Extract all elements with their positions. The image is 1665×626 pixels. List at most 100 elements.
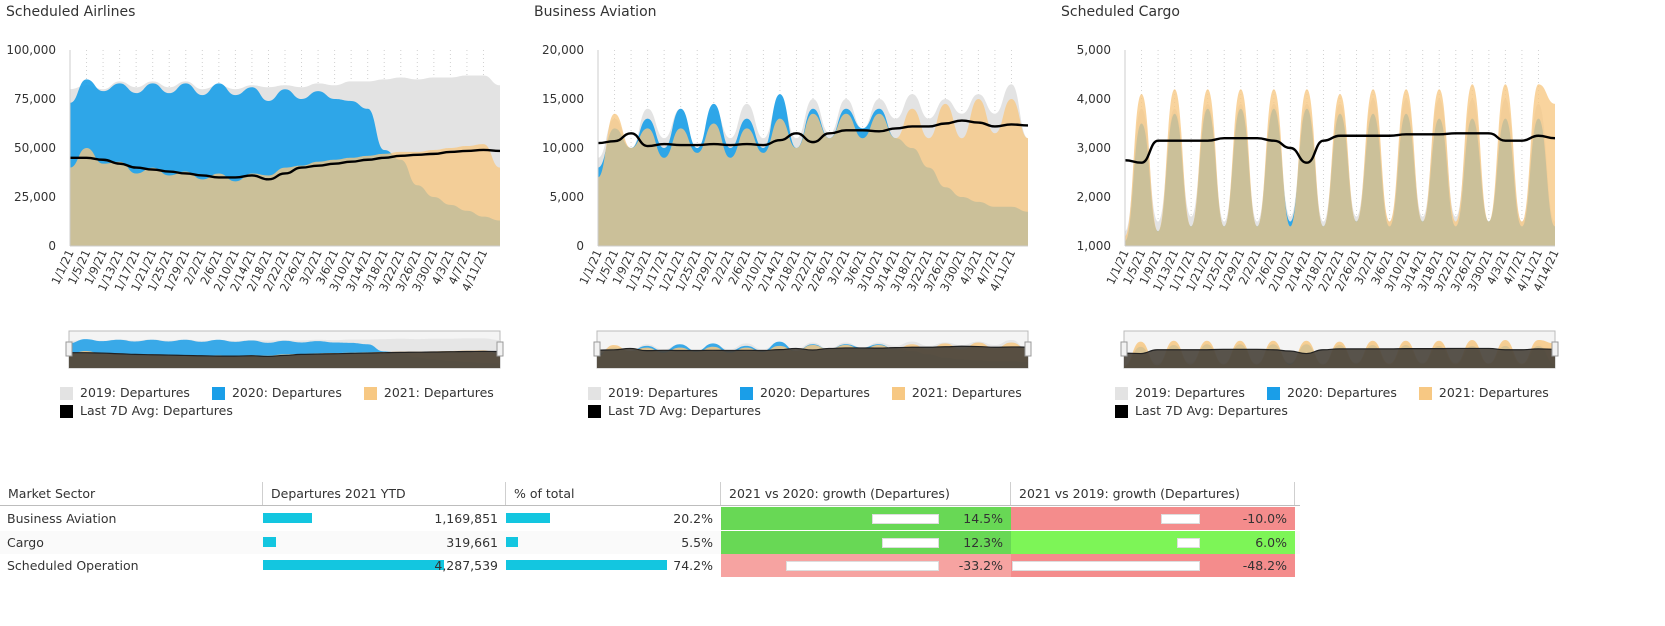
legend-label: 2021: Departures	[383, 385, 494, 400]
cell-pct-total: 20.2%	[506, 507, 721, 530]
y-tick-label: 5,000	[1077, 43, 1111, 57]
y-tick-label: 50,000	[14, 141, 56, 155]
navigator-handle-right[interactable]	[1551, 341, 1559, 357]
y-tick-label: 0	[576, 239, 584, 253]
growth-bar	[872, 514, 939, 524]
y-tick-label: 100,000	[6, 43, 56, 57]
legend-swatch-2020	[211, 386, 225, 400]
panel-business-aviation: Business Aviation 0 5,000 10,000 15,000 20,0…	[528, 0, 1058, 440]
navigator-handle-right[interactable]	[496, 341, 504, 357]
navigator-avg-area	[1124, 348, 1555, 368]
line-last-7d-avg	[70, 148, 501, 181]
legend-item-avg[interactable]: Last 7D Avg: Departures	[1115, 402, 1288, 420]
growth-value: -33.2%	[958, 558, 1003, 573]
legend-swatch-2021	[1418, 386, 1432, 400]
navigator-handle-left[interactable]	[65, 341, 73, 357]
y-tick-label: 1,000	[1077, 239, 1111, 253]
y-tick-label: 4,000	[1077, 92, 1111, 106]
legend-swatch-2020	[739, 386, 753, 400]
pct-value: 5.5%	[681, 534, 713, 550]
legend-label: 2020: Departures	[231, 385, 342, 400]
pct-value: 74.2%	[673, 558, 713, 573]
growth-value: 12.3%	[963, 534, 1003, 550]
legend-item-2019[interactable]: 2019: Departures	[1115, 384, 1245, 402]
cell-departures: 4,287,539	[263, 554, 506, 577]
table-row: Cargo 319,661 5.5% 12.3% 6.0%	[0, 530, 1300, 554]
legend-swatch-avg	[588, 404, 601, 418]
cell-departures: 1,169,851	[263, 507, 506, 530]
legend-label: 2021: Departures	[911, 385, 1022, 400]
cell-market-sector: Scheduled Operation	[7, 558, 139, 573]
departures-bar	[263, 560, 444, 570]
area-2021	[598, 99, 1028, 246]
legend-swatch-2020	[1266, 386, 1280, 400]
y-tick-label: 5,000	[550, 190, 584, 204]
growth-bar	[1176, 537, 1200, 548]
legend-label: Last 7D Avg: Departures	[1135, 403, 1288, 418]
header-growth-2019[interactable]: 2021 vs 2019: growth (Departures)	[1011, 482, 1295, 505]
cell-growth-2020: 12.3%	[721, 530, 1011, 554]
legend-label: 2020: Departures	[1286, 385, 1397, 400]
chart-title: Scheduled Airlines	[6, 4, 136, 20]
area-2021	[70, 144, 500, 246]
pct-bar	[506, 536, 518, 547]
y-tick-label: 3,000	[1077, 141, 1111, 155]
y-tick-label: 15,000	[542, 92, 584, 106]
legend-label: 2019: Departures	[1135, 385, 1245, 400]
growth-bar	[882, 537, 939, 548]
legend-item-2021[interactable]: 2021: Departures	[1418, 384, 1549, 402]
growth-bar	[786, 561, 939, 571]
growth-value: -48.2%	[1242, 558, 1287, 573]
y-tick-label: 0	[48, 239, 56, 253]
cell-market-sector: Cargo	[7, 534, 44, 550]
growth-value: 6.0%	[1255, 534, 1287, 550]
legend-item-2020[interactable]: 2020: Departures	[211, 384, 342, 402]
pct-bar	[506, 560, 667, 570]
legend-swatch-2019	[588, 386, 601, 400]
cell-growth-2019: 6.0%	[1011, 530, 1295, 554]
legend: 2019: Departures 2020: Departures 2021: …	[60, 384, 494, 420]
legend-item-2019[interactable]: 2019: Departures	[60, 384, 190, 402]
navigator-handle-left[interactable]	[1120, 341, 1128, 357]
legend-item-avg[interactable]: Last 7D Avg: Departures	[588, 402, 761, 420]
growth-value: -10.0%	[1242, 511, 1287, 526]
departures-bar	[263, 513, 313, 523]
legend-label: 2019: Departures	[608, 385, 718, 400]
legend-swatch-2019	[60, 386, 73, 400]
legend-label: 2021: Departures	[1438, 385, 1549, 400]
navigator-handle-left[interactable]	[593, 341, 601, 357]
legend-swatch-avg	[60, 404, 73, 418]
navigator-handle-right[interactable]	[1024, 341, 1032, 357]
legend-item-2020[interactable]: 2020: Departures	[1266, 384, 1397, 402]
navigator-avg-line	[69, 350, 501, 358]
legend-item-avg[interactable]: Last 7D Avg: Departures	[60, 402, 233, 420]
header-pct-total[interactable]: % of total	[506, 482, 721, 505]
table-header-row: Market Sector Departures 2021 YTD % of t…	[0, 482, 1300, 506]
legend-label: Last 7D Avg: Departures	[80, 403, 233, 418]
y-tick-label: 75,000	[14, 92, 56, 106]
header-growth-2020[interactable]: 2021 vs 2020: growth (Departures)	[721, 482, 1011, 505]
legend-item-2021[interactable]: 2021: Departures	[891, 384, 1022, 402]
legend: 2019: Departures 2020: Departures 2021: …	[588, 384, 1022, 420]
departures-value: 4,287,539	[434, 558, 498, 573]
legend-item-2021[interactable]: 2021: Departures	[363, 384, 494, 402]
cell-departures: 319,661	[263, 531, 506, 554]
legend-swatch-2021	[891, 386, 905, 400]
departures-value: 1,169,851	[434, 511, 498, 526]
legend-item-2020[interactable]: 2020: Departures	[739, 384, 870, 402]
chart-title: Scheduled Cargo	[1061, 4, 1180, 20]
legend-swatch-2019	[1115, 386, 1128, 400]
growth-value: 14.5%	[963, 511, 1003, 526]
legend-label: 2019: Departures	[80, 385, 190, 400]
line-last-7d-avg	[597, 119, 1029, 148]
legend-item-2019[interactable]: 2019: Departures	[588, 384, 718, 402]
header-departures[interactable]: Departures 2021 YTD	[263, 482, 506, 505]
navigator-avg-line	[1123, 347, 1556, 355]
cell-pct-total: 5.5%	[506, 531, 721, 554]
header-market-sector[interactable]: Market Sector	[0, 482, 263, 505]
chart-title: Business Aviation	[534, 4, 657, 20]
pct-bar	[506, 513, 550, 523]
cell-growth-2019: -48.2%	[1011, 554, 1295, 577]
chart-business-aviation: 05,00010,00015,00020,0001/1/211/5/211/9/…	[542, 43, 1032, 369]
cell-pct-total: 74.2%	[506, 554, 721, 577]
